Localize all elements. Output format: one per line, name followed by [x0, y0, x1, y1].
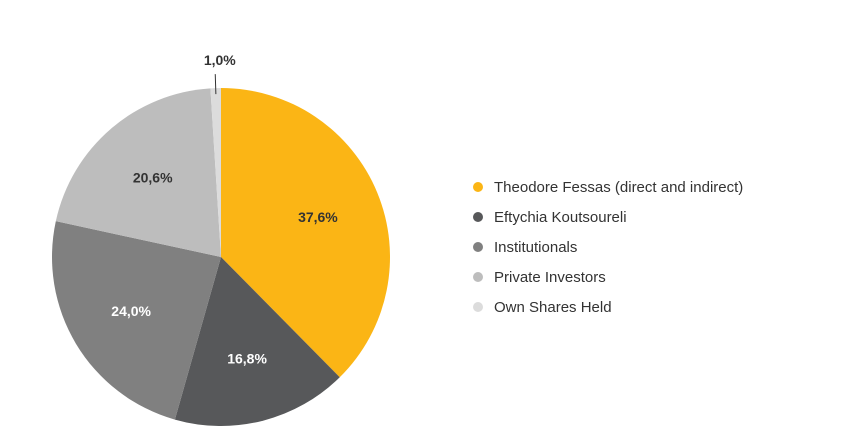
- pie-slice-own-shares-held: [210, 88, 221, 257]
- legend-label: Institutionals: [494, 238, 578, 256]
- leader-line: [214, 74, 217, 95]
- pie-slice-theodore-fessas-direct-and-indirect: [221, 88, 390, 378]
- legend-label: Eftychia Koutsoureli: [494, 208, 627, 226]
- legend-marker: [473, 212, 483, 222]
- legend: Theodore Fessas (direct and indirect) Eft…: [473, 172, 843, 322]
- pie-slice-institutionals: [52, 221, 221, 420]
- legend-item-theodore-fessas-direct-and-indirect: Theodore Fessas (direct and indirect): [473, 172, 843, 202]
- legend-label: Private Investors: [494, 268, 606, 286]
- legend-item-private-investors: Private Investors: [473, 262, 843, 292]
- pie-slice-private-investors: [55, 88, 221, 257]
- legend-marker: [473, 242, 483, 252]
- slice-value-label: 16,8%: [227, 350, 267, 366]
- legend-marker: [473, 272, 483, 282]
- slice-value-label: 37,6%: [298, 209, 338, 225]
- legend-item-eftychia-koutsoureli: Eftychia Koutsoureli: [473, 202, 843, 232]
- pie-slice-eftychia-koutsoureli: [174, 257, 340, 426]
- slice-value-label: 20,6%: [133, 170, 173, 186]
- slice-value-label: 24,0%: [111, 303, 151, 319]
- legend-marker: [473, 302, 483, 312]
- legend-label: Own Shares Held: [494, 298, 612, 316]
- legend-label: Theodore Fessas (direct and indirect): [494, 178, 744, 196]
- legend-marker: [473, 182, 483, 192]
- legend-item-institutionals: Institutionals: [473, 232, 843, 262]
- slice-value-label: 1,0%: [204, 52, 236, 68]
- legend-item-own-shares-held: Own Shares Held: [473, 292, 843, 322]
